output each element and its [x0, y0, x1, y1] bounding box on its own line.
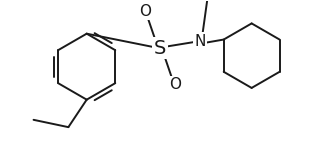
Text: O: O	[139, 4, 151, 19]
Text: N: N	[195, 33, 206, 49]
Text: O: O	[169, 78, 181, 92]
Text: S: S	[154, 39, 166, 58]
